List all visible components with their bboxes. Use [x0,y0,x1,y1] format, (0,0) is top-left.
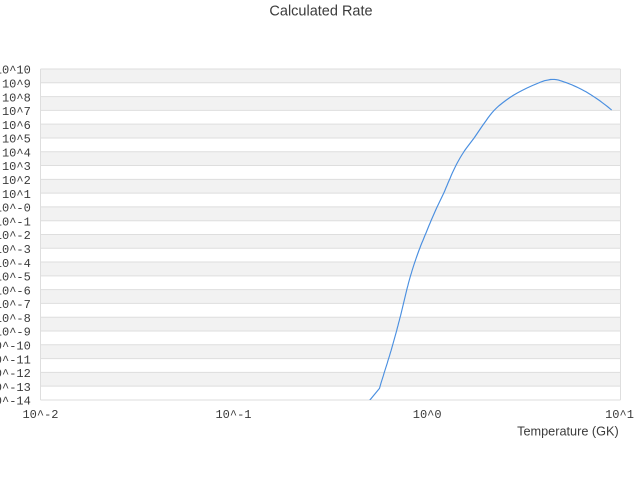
svg-text:10^6: 10^6 [2,119,31,133]
svg-text:10^-9: 10^-9 [0,326,31,340]
svg-text:Temperature (GK): Temperature (GK) [517,424,619,438]
svg-text:10^0: 10^0 [413,408,442,422]
svg-text:10^-12: 10^-12 [0,367,31,381]
svg-text:10^-4: 10^-4 [0,257,31,271]
svg-text:10^-13: 10^-13 [0,381,31,395]
svg-text:10^9: 10^9 [2,77,31,91]
svg-text:10^-2: 10^-2 [0,229,31,243]
svg-text:10^3: 10^3 [2,160,31,174]
svg-text:10^-11: 10^-11 [0,353,31,367]
svg-text:10^-1: 10^-1 [0,215,31,229]
svg-text:10^-10: 10^-10 [0,340,31,354]
svg-text:10^1: 10^1 [605,408,634,422]
svg-text:10^-1: 10^-1 [215,408,251,422]
svg-text:10^10: 10^10 [0,64,31,78]
svg-text:10^-6: 10^-6 [0,284,31,298]
svg-text:10^7: 10^7 [2,105,31,119]
svg-text:10^-2: 10^-2 [22,408,58,422]
svg-text:10^-7: 10^-7 [0,298,31,312]
svg-text:10^-3: 10^-3 [0,243,31,257]
svg-text:10^2: 10^2 [2,174,31,188]
svg-text:10^8: 10^8 [2,91,31,105]
svg-text:10^1: 10^1 [2,188,31,202]
svg-text:10^-0: 10^-0 [0,202,31,216]
svg-text:10^-5: 10^-5 [0,271,31,285]
svg-text:10^-14: 10^-14 [0,395,31,409]
svg-text:10^-8: 10^-8 [0,312,31,326]
svg-text:10^4: 10^4 [2,146,31,160]
svg-text:10^5: 10^5 [2,133,31,147]
svg-text:Calculated Rate: Calculated Rate [269,4,372,20]
